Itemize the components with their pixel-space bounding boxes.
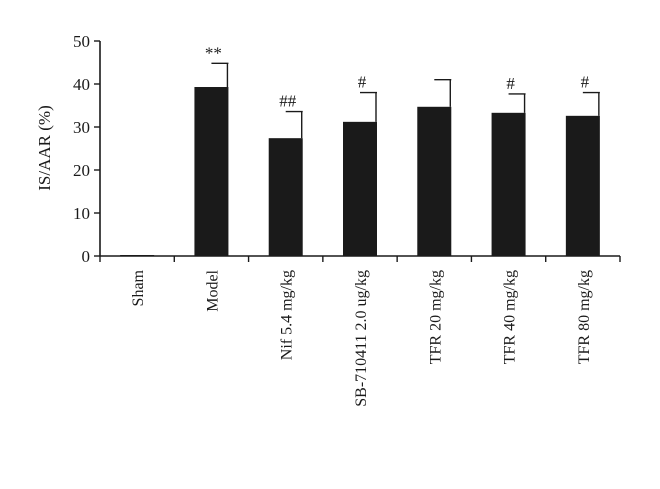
bar-4 (417, 106, 452, 256)
significance-label-6: # (581, 73, 590, 92)
category-label-0: Sham (130, 269, 147, 306)
significance-label-2: ## (279, 92, 297, 111)
significance-label-1: ** (205, 43, 222, 62)
significance-label-3: # (358, 73, 367, 92)
bar-3 (343, 121, 377, 256)
y-tick-label: 50 (73, 32, 90, 51)
category-label-3: SB-710411 2.0 ug/kg (353, 270, 370, 407)
category-label-4: TFR 20 mg/kg (427, 270, 444, 364)
y-tick-label: 40 (73, 75, 90, 94)
bar-0 (120, 255, 155, 256)
bar-2 (268, 138, 303, 256)
y-tick-label: 20 (73, 161, 90, 180)
y-axis-label: IS/AAR (%) (35, 105, 54, 190)
bars: **### # # (120, 43, 600, 256)
axes: 0 10 20 30 40 50 (73, 32, 621, 266)
category-labels: Sham Model Nif 5.4 mg/kg SB-710411 2.0 ug/k… (130, 269, 593, 406)
significance-label-5: # (506, 74, 515, 93)
y-tick-label: 30 (73, 118, 90, 137)
y-tick-label: 10 (73, 204, 90, 223)
bar-5 (491, 112, 526, 256)
bar-6 (565, 115, 600, 256)
category-label-6: TFR 80 mg/kg (576, 270, 593, 364)
category-label-2: Nif 5.4 mg/kg (279, 270, 296, 360)
y-tick-label: 0 (82, 247, 91, 266)
category-label-5: TFR 40 mg/kg (502, 270, 519, 364)
category-label-1: Model (204, 269, 221, 311)
bar-1 (194, 87, 229, 256)
